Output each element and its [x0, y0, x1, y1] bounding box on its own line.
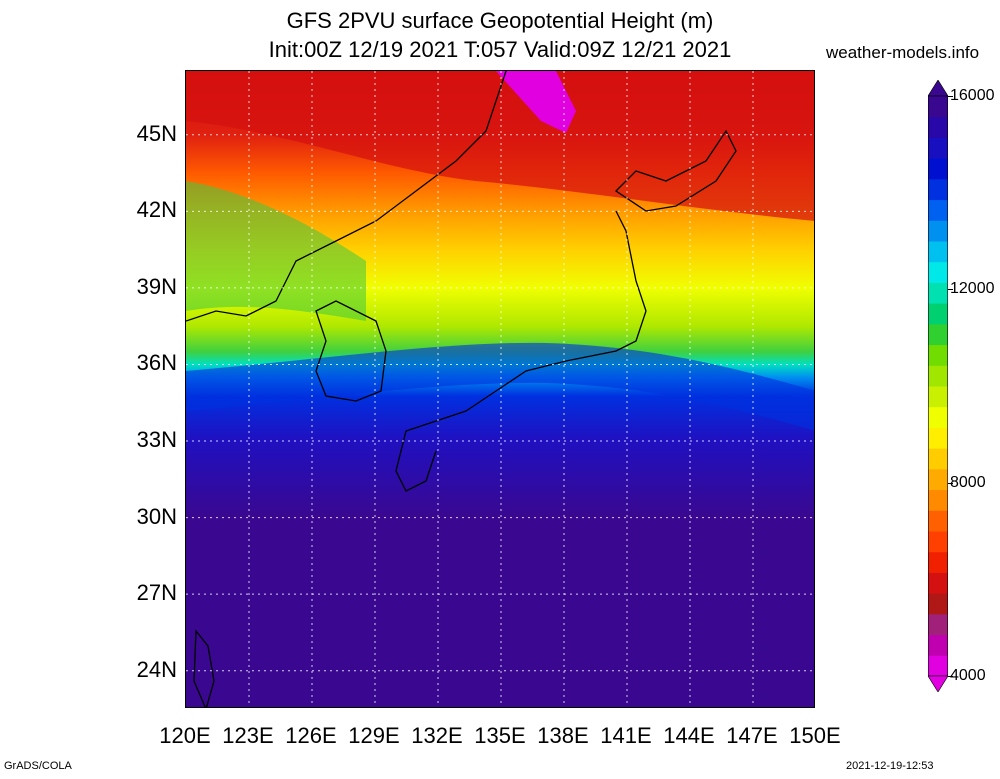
colorbar-segment [928, 655, 948, 677]
lat-label-45N: 45N [136, 120, 177, 146]
green-west-lobe [186, 181, 366, 321]
colorbar-segment [928, 468, 948, 491]
lon-label-132E: 132E [411, 723, 463, 748]
lon-label-141E: 141E [600, 723, 652, 748]
lat-label-36N: 36N [136, 350, 177, 376]
colorbar-segment [928, 96, 948, 118]
colorbar-segment [928, 137, 948, 159]
colorbar-label-16000: 16000 [950, 87, 995, 104]
coastline-asia [186, 71, 507, 322]
footer-timestamp: 2021-12-19-12:53 [846, 760, 934, 772]
colorbar-segment [928, 634, 948, 656]
grid-lines [186, 71, 814, 707]
colorbar-tick [948, 96, 953, 97]
colorbar-segment [928, 344, 948, 366]
lat-label-42N: 42N [136, 197, 177, 223]
colorbar-label-4000: 4000 [950, 667, 986, 684]
map-plot [185, 70, 815, 708]
colorbar-tick [948, 676, 953, 677]
colorbar-segment [928, 241, 948, 263]
colorbar-tick [948, 482, 953, 484]
lon-label-144E: 144E [663, 723, 715, 748]
colorbar-segment [928, 282, 948, 304]
colorbar-label-8000: 8000 [950, 473, 986, 491]
colorbar-segment [928, 613, 948, 636]
lon-label-123E: 123E [222, 723, 274, 748]
colorbar-label-12000: 12000 [950, 280, 995, 298]
lat-label-30N: 30N [136, 503, 177, 529]
geopotential-field [186, 71, 814, 707]
colorbar-segment [928, 261, 948, 283]
site-name: weather-models.info [826, 43, 980, 62]
footer-software: GrADS/COLA [4, 760, 72, 772]
coastline-korea [315, 300, 387, 402]
chart-title-line2: Init:00Z 12/19 2021 T:057 Valid:09Z 12/2… [268, 37, 732, 62]
magenta-low-core [496, 71, 576, 133]
colorbar [928, 80, 948, 692]
lon-label-126E: 126E [285, 723, 337, 748]
colorbar-segment [928, 323, 948, 346]
lon-label-135E: 135E [474, 723, 526, 748]
colorbar-segment [928, 510, 948, 532]
colorbar-segment [928, 406, 948, 428]
colorbar-segment [928, 386, 948, 408]
colorbar-segment [928, 220, 948, 242]
colorbar-segment [928, 116, 948, 138]
lat-label-33N: 33N [136, 427, 177, 453]
lon-label-147E: 147E [726, 723, 778, 748]
coastline-hokkaido [614, 129, 737, 212]
colorbar-segment [928, 551, 948, 573]
colorbar-max-arrow [928, 80, 948, 97]
colorbar-segment [928, 365, 948, 387]
colorbar-segment [928, 427, 948, 449]
colorbar-segment [928, 303, 948, 325]
colorbar-segment [928, 593, 948, 615]
colorbar-segment [928, 158, 948, 180]
lon-label-138E: 138E [537, 723, 589, 748]
colorbar-segment [928, 531, 948, 553]
colorbar-segment [928, 489, 948, 511]
lat-label-39N: 39N [136, 273, 177, 299]
lon-label-150E: 150E [789, 723, 841, 748]
coastline-japan [395, 210, 647, 492]
colorbar-tick [948, 289, 953, 291]
colorbar-segment [928, 572, 948, 594]
high-latitude-red-band [186, 71, 814, 221]
lon-label-120E: 120E [159, 723, 211, 748]
colorbar-min-arrow [928, 675, 948, 692]
lat-label-27N: 27N [136, 580, 177, 606]
colorbar-segment [928, 448, 948, 470]
lon-label-129E: 129E [348, 723, 400, 748]
lat-label-24N: 24N [136, 656, 177, 682]
coastline-taiwan [193, 629, 215, 707]
chart-title-line1: GFS 2PVU surface Geopotential Height (m) [286, 8, 714, 33]
colorbar-segment [928, 199, 948, 221]
colorbar-segment [928, 178, 948, 201]
